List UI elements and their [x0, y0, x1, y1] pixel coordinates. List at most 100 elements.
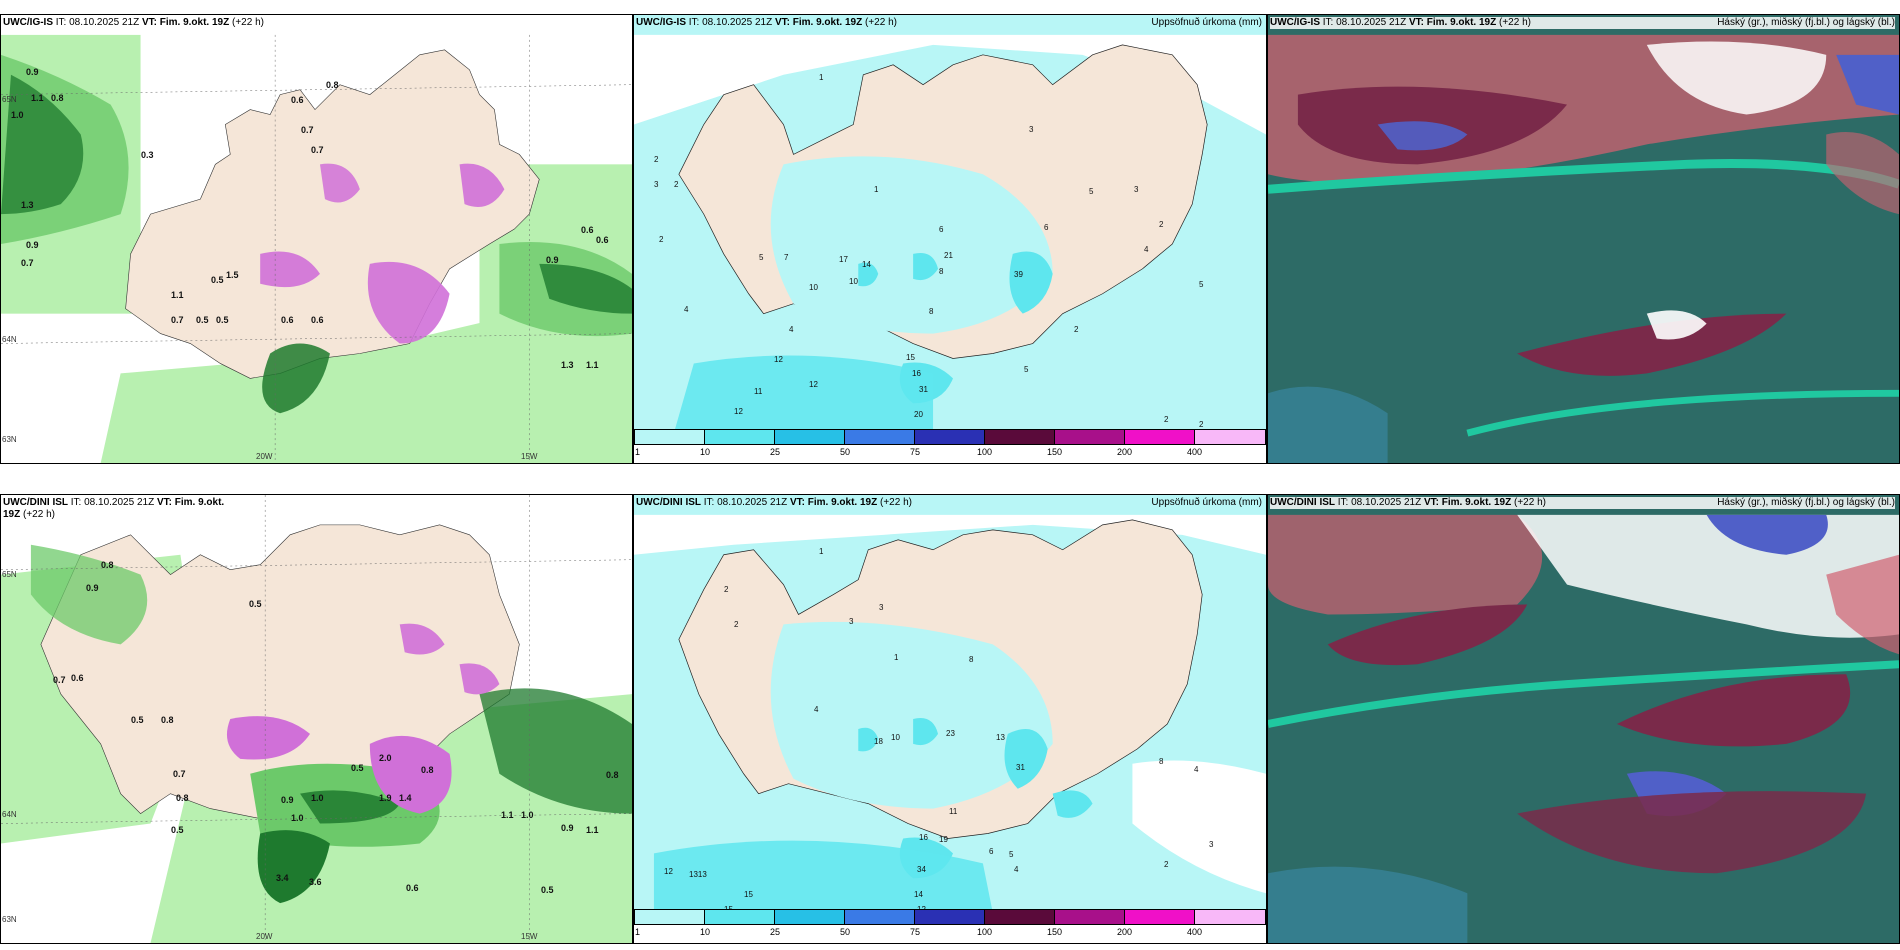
- precip-value: 1.0: [291, 813, 304, 823]
- precip-value: 0.9: [86, 583, 99, 593]
- colorbar-swatch: [1054, 909, 1125, 925]
- axis-label-65n: 65N: [2, 570, 17, 579]
- accum-value: 3: [1134, 185, 1139, 194]
- model-name: UWC/IG-IS: [636, 17, 686, 28]
- panel-bottom-left-precip-wind: UWC/DINI ISL IT: 08.10.2025 21Z VT: Fim.…: [0, 494, 633, 944]
- accum-value: 17: [839, 255, 848, 264]
- init-label: IT:: [1322, 17, 1334, 28]
- colorbar-tick: 50: [840, 927, 851, 937]
- colorbar-tick: 150: [1047, 927, 1063, 937]
- accum-value: 2: [734, 620, 739, 629]
- accum-value: 2: [1164, 860, 1169, 869]
- accum-value: 21: [944, 251, 953, 260]
- init-label: IT:: [1337, 497, 1349, 508]
- precip-value: 0.7: [53, 675, 66, 685]
- precip-value: 0.7: [311, 145, 324, 155]
- precip-value: 1.5: [226, 270, 239, 280]
- axis-label-64n: 64N: [2, 335, 17, 344]
- accum-value: 14: [914, 890, 923, 899]
- accum-value: 8: [939, 267, 944, 276]
- valid-label: VT:: [1408, 17, 1424, 28]
- colorbar-tick: 200: [1117, 927, 1133, 937]
- init-label: IT:: [55, 17, 67, 28]
- accum-value: 2: [1159, 220, 1164, 229]
- colorbar-tick: 25: [770, 447, 781, 457]
- accum-value: 15: [906, 353, 915, 362]
- precip-value: 1.0: [521, 810, 534, 820]
- axis-label-63n: 63N: [2, 915, 17, 924]
- colorbar-tick: 150: [1047, 447, 1063, 457]
- accum-value: 10: [891, 733, 900, 742]
- accum-value: 31: [919, 385, 928, 394]
- precip-value: 0.9: [26, 240, 39, 250]
- precip-value: 0.5: [541, 885, 554, 895]
- accum-value: 13: [996, 733, 1005, 742]
- precip-value: 0.5: [196, 315, 209, 325]
- colorbar-swatch: [1194, 909, 1266, 925]
- accum-value: 1313: [689, 870, 707, 879]
- init-time: 08.10.2025 21Z: [69, 17, 140, 28]
- precip-value: 0.6: [406, 883, 419, 893]
- axis-label-63n: 63N: [2, 435, 17, 444]
- colorbar-swatch: [704, 429, 775, 445]
- accum-value: 3: [849, 617, 854, 626]
- panel-bottom-middle-accum-precip: UWC/DINI ISL IT: 08.10.2025 21Z VT: Fim.…: [633, 494, 1267, 944]
- valid-label: VT:: [1423, 497, 1439, 508]
- panel-header: UWC/DINI ISL IT: 08.10.2025 21Z VT: Fim.…: [1270, 497, 1895, 509]
- precip-value: 1.0: [311, 793, 324, 803]
- precip-value: 0.5: [171, 825, 184, 835]
- accum-precip-map: [634, 495, 1266, 943]
- accum-value: 4: [814, 705, 819, 714]
- panel-header: UWC/IG-IS IT: 08.10.2025 21Z VT: Fim. 9.…: [1270, 17, 1895, 29]
- precip-value: 0.8: [101, 560, 114, 570]
- precip-value: 0.8: [421, 765, 434, 775]
- precip-value: 1.1: [586, 360, 599, 370]
- precip-value: 1.3: [561, 360, 574, 370]
- colorbar-tick: 50: [840, 447, 851, 457]
- precip-value: 1.1: [501, 810, 514, 820]
- accum-value: 23: [946, 729, 955, 738]
- precip-value: 0.6: [281, 315, 294, 325]
- init-label: IT:: [688, 17, 700, 28]
- accum-value: 8: [969, 655, 974, 664]
- precip-value: 0.9: [26, 67, 39, 77]
- accum-value: 3: [879, 603, 884, 612]
- precip-value: 0.8: [176, 793, 189, 803]
- colorbar-tick: 100: [977, 447, 993, 457]
- accum-value: 2: [1074, 325, 1079, 334]
- accum-value: 1: [874, 185, 879, 194]
- precip-value: 0.5: [351, 763, 364, 773]
- accum-value: 4: [1194, 765, 1199, 774]
- accum-value: 10: [849, 277, 858, 286]
- precip-wind-map: [1, 495, 632, 943]
- precip-value: 0.7: [21, 258, 34, 268]
- precip-value: 0.8: [161, 715, 174, 725]
- panel-header: UWC/DINI ISL IT: 08.10.2025 21Z VT: Fim.…: [636, 497, 1262, 509]
- panel-top-middle-accum-precip: UWC/IG-IS IT: 08.10.2025 21Z VT: Fim. 9.…: [633, 14, 1267, 464]
- accum-value: 12: [734, 407, 743, 416]
- valid-time: Fim. 9.okt. 19Z: [159, 17, 230, 28]
- cloud-cover-map: [1268, 495, 1899, 943]
- accum-value: 1: [819, 73, 824, 82]
- precip-value: 0.6: [596, 235, 609, 245]
- precip-value: 1.3: [21, 200, 34, 210]
- precip-value: 0.6: [581, 225, 594, 235]
- precip-value: 0.3: [141, 150, 154, 160]
- accum-value: 6: [989, 847, 994, 856]
- accum-value: 2: [724, 585, 729, 594]
- accum-value: 5: [759, 253, 764, 262]
- precip-value: 0.7: [301, 125, 314, 135]
- panel-bottom-right-cloud-cover: UWC/DINI ISL IT: 08.10.2025 21Z VT: Fim.…: [1267, 494, 1900, 944]
- accum-value: 8: [1159, 757, 1164, 766]
- valid-time: Fim. 9.okt. 19Z: [3, 497, 225, 520]
- colorbar-tick: 400: [1187, 927, 1203, 937]
- model-name: UWC/IG-IS: [3, 17, 53, 28]
- lead-time: (+22 h): [880, 497, 912, 508]
- accum-value: 5: [1009, 850, 1014, 859]
- accum-value: 4: [789, 325, 794, 334]
- precip-wind-map: [1, 15, 632, 463]
- accum-value: 16: [919, 833, 928, 842]
- accum-value: 1: [819, 547, 824, 556]
- axis-label-65n: 65N: [2, 95, 17, 104]
- accum-value: 3: [654, 180, 659, 189]
